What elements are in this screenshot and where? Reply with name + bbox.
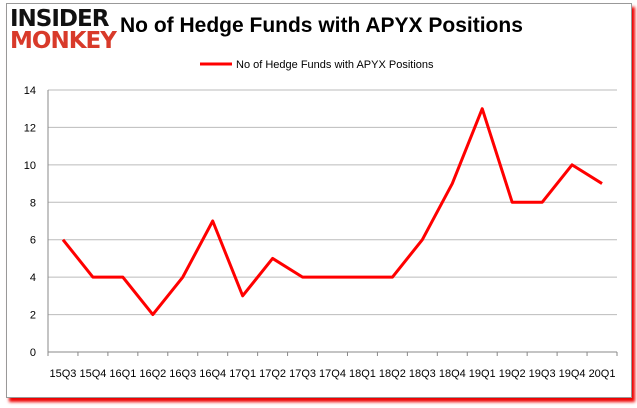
- x-tick-label: 19Q4: [559, 368, 586, 380]
- x-tick-label: 19Q1: [469, 368, 496, 380]
- insider-monkey-logo: INSIDER MONKEY: [10, 6, 117, 54]
- logo-line1: INSIDER: [10, 6, 109, 32]
- y-tick-label: 6: [30, 235, 36, 247]
- y-tick-label: 0: [30, 347, 36, 359]
- x-tick-label: 17Q1: [229, 368, 256, 380]
- y-tick-label: 14: [24, 85, 36, 97]
- x-tick-label: 19Q3: [529, 368, 556, 380]
- x-tick-label: 18Q4: [439, 368, 466, 380]
- x-tick-label: 17Q4: [319, 368, 346, 380]
- logo-line2: MONKEY: [10, 28, 117, 54]
- x-tick-label: 18Q1: [349, 368, 376, 380]
- x-tick-label: 17Q2: [259, 368, 286, 380]
- x-tick-label: 16Q2: [139, 368, 166, 380]
- x-tick-label: 17Q3: [289, 368, 316, 380]
- x-tick-label: 18Q3: [409, 368, 436, 380]
- x-tick-label: 19Q2: [499, 368, 526, 380]
- x-tick-label: 20Q1: [589, 368, 616, 380]
- chart-title: No of Hedge Funds with APYX Positions: [120, 14, 523, 37]
- y-tick-label: 4: [30, 272, 36, 284]
- x-tick-label: 16Q3: [169, 368, 196, 380]
- x-tick-label: 18Q2: [379, 368, 406, 380]
- x-tick-label: 15Q3: [50, 368, 77, 380]
- chart-frame: [6, 3, 632, 398]
- legend-label: No of Hedge Funds with APYX Positions: [236, 59, 434, 71]
- y-tick-label: 2: [30, 310, 36, 322]
- series-line: [61, 107, 603, 317]
- y-tick-label: 12: [24, 122, 36, 134]
- y-tick-label: 8: [30, 197, 36, 209]
- x-tick-label: 15Q4: [79, 368, 106, 380]
- y-tick-label: 10: [24, 160, 36, 172]
- x-tick-label: 16Q4: [199, 368, 226, 380]
- x-tick-label: 16Q1: [109, 368, 136, 380]
